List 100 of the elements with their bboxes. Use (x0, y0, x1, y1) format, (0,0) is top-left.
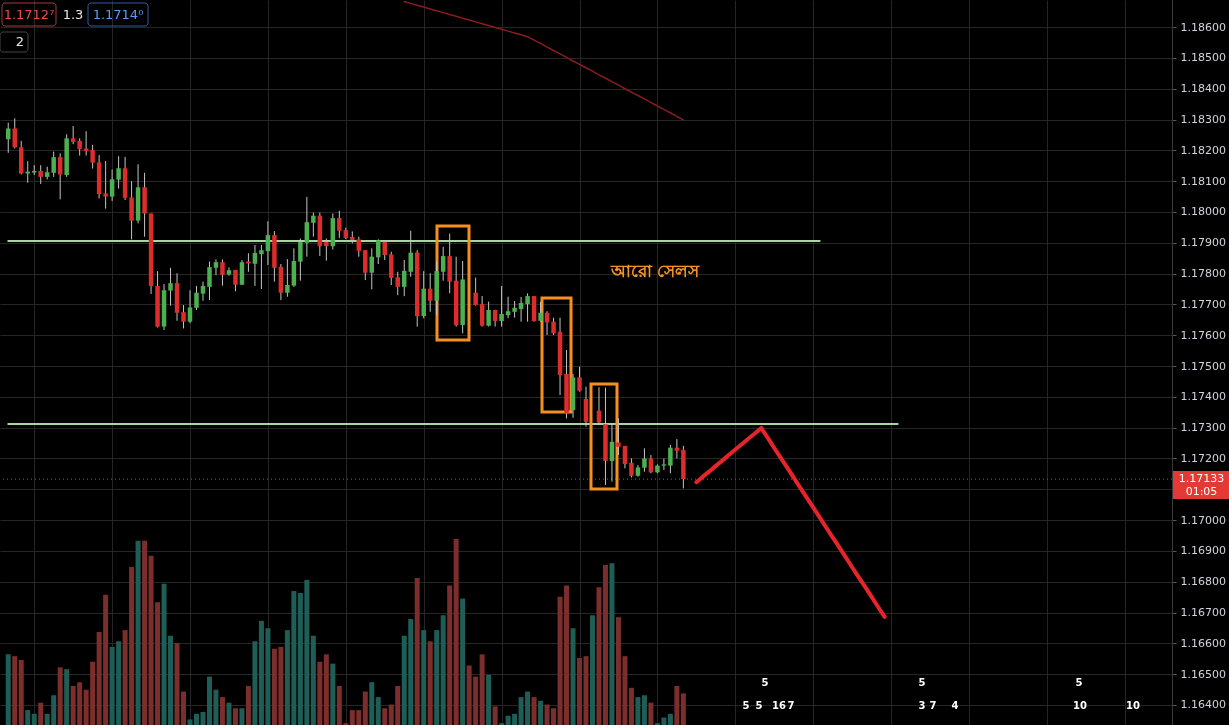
y-tick-label: 1.17700 (1180, 297, 1226, 311)
candlestick (38, 164, 43, 185)
candlestick (298, 237, 303, 282)
annotation: 5 (761, 677, 769, 688)
bar (382, 708, 388, 725)
candlestick (220, 258, 225, 287)
annotation: আরো সেলস (609, 261, 701, 281)
candlestick (324, 237, 329, 262)
y-tick-label: 1.18300 (1180, 113, 1226, 127)
annotation: 1.1714⁰ (92, 7, 144, 22)
bar (479, 654, 485, 725)
candlestick (363, 249, 368, 281)
bar (486, 674, 492, 725)
y-tick-label: 1.18000 (1180, 205, 1226, 219)
bar (641, 695, 647, 725)
y-tick-label: 1.18400 (1180, 82, 1226, 96)
candlestick (207, 261, 212, 301)
candlestick (486, 301, 491, 328)
bar (427, 641, 433, 725)
y-tick-label: 1.17300 (1180, 421, 1226, 435)
y-tick-label: 1.17400 (1180, 390, 1226, 404)
candlestick (311, 212, 316, 238)
annotation: 10 (1073, 700, 1087, 711)
bar (310, 635, 316, 725)
bar (64, 669, 70, 725)
bar (330, 663, 336, 725)
annotation: 5 (755, 700, 763, 711)
bar (239, 708, 245, 725)
candlestick (12, 117, 17, 150)
bar (5, 654, 11, 725)
candlestick (440, 246, 446, 282)
bar (323, 654, 329, 725)
bar (570, 628, 576, 725)
line-series (694, 425, 887, 619)
bar (577, 658, 583, 725)
bar (589, 615, 595, 725)
candlestick (356, 236, 362, 258)
bar (680, 693, 686, 725)
text: 01:05 (1185, 485, 1218, 499)
bar (602, 565, 608, 725)
bar (596, 587, 602, 725)
y-tick-label: 1.17200 (1180, 451, 1226, 465)
y-tick-label: 1.16800 (1180, 575, 1226, 589)
bar (38, 702, 44, 725)
candlestick (200, 281, 206, 302)
bar (460, 598, 466, 725)
bar (628, 687, 634, 725)
y-tick-label: 1.18100 (1180, 174, 1226, 188)
bar (667, 713, 673, 725)
bar (635, 697, 641, 725)
annotation: 10 (1126, 700, 1140, 711)
annotation: 2 (15, 34, 25, 49)
candlestick (629, 457, 634, 478)
candlestick (525, 292, 530, 323)
bar (492, 706, 498, 725)
y-tick-label: 1.18600 (1180, 20, 1226, 34)
bar (252, 641, 258, 725)
candlestick (661, 457, 667, 471)
line-series (403, 0, 685, 121)
bar (57, 667, 63, 725)
candlestick (252, 244, 258, 287)
candlestick (642, 447, 647, 473)
bar (453, 539, 459, 725)
bar (414, 578, 420, 725)
bar (421, 630, 427, 725)
annotation: 7 (787, 700, 795, 711)
annotation: 1.1712⁷ (3, 7, 55, 22)
bar (609, 563, 615, 725)
annotation: 4 (951, 700, 959, 711)
candlestick (408, 230, 413, 278)
bar (674, 685, 680, 725)
annotation: 1.3 (62, 7, 84, 22)
y-tick-label: 1.16600 (1180, 636, 1226, 650)
bar (375, 697, 381, 725)
y-tick-label: 1.16900 (1180, 544, 1226, 558)
bar (226, 702, 232, 725)
candlestick (51, 151, 56, 178)
y-tick-label: 1.17500 (1180, 359, 1226, 373)
bar (538, 700, 544, 725)
candlestick (181, 304, 186, 329)
candlestick (616, 417, 621, 456)
candlestick (285, 258, 290, 298)
bar (440, 615, 446, 725)
annotation: 5 (1075, 677, 1083, 688)
y-tick-label: 1.18500 (1180, 51, 1226, 65)
bar (648, 702, 654, 725)
bar (31, 713, 37, 725)
candlestick (6, 122, 11, 154)
bar (447, 585, 453, 725)
bar (434, 630, 440, 725)
candlestick (70, 125, 76, 145)
candlestick (473, 277, 478, 307)
bar (583, 656, 589, 725)
bar (245, 685, 251, 725)
bar (142, 540, 148, 725)
candlestick (648, 454, 654, 474)
bar (12, 656, 18, 725)
bar (135, 540, 141, 725)
candlestick (168, 267, 173, 307)
annotation: 16 (772, 700, 786, 711)
